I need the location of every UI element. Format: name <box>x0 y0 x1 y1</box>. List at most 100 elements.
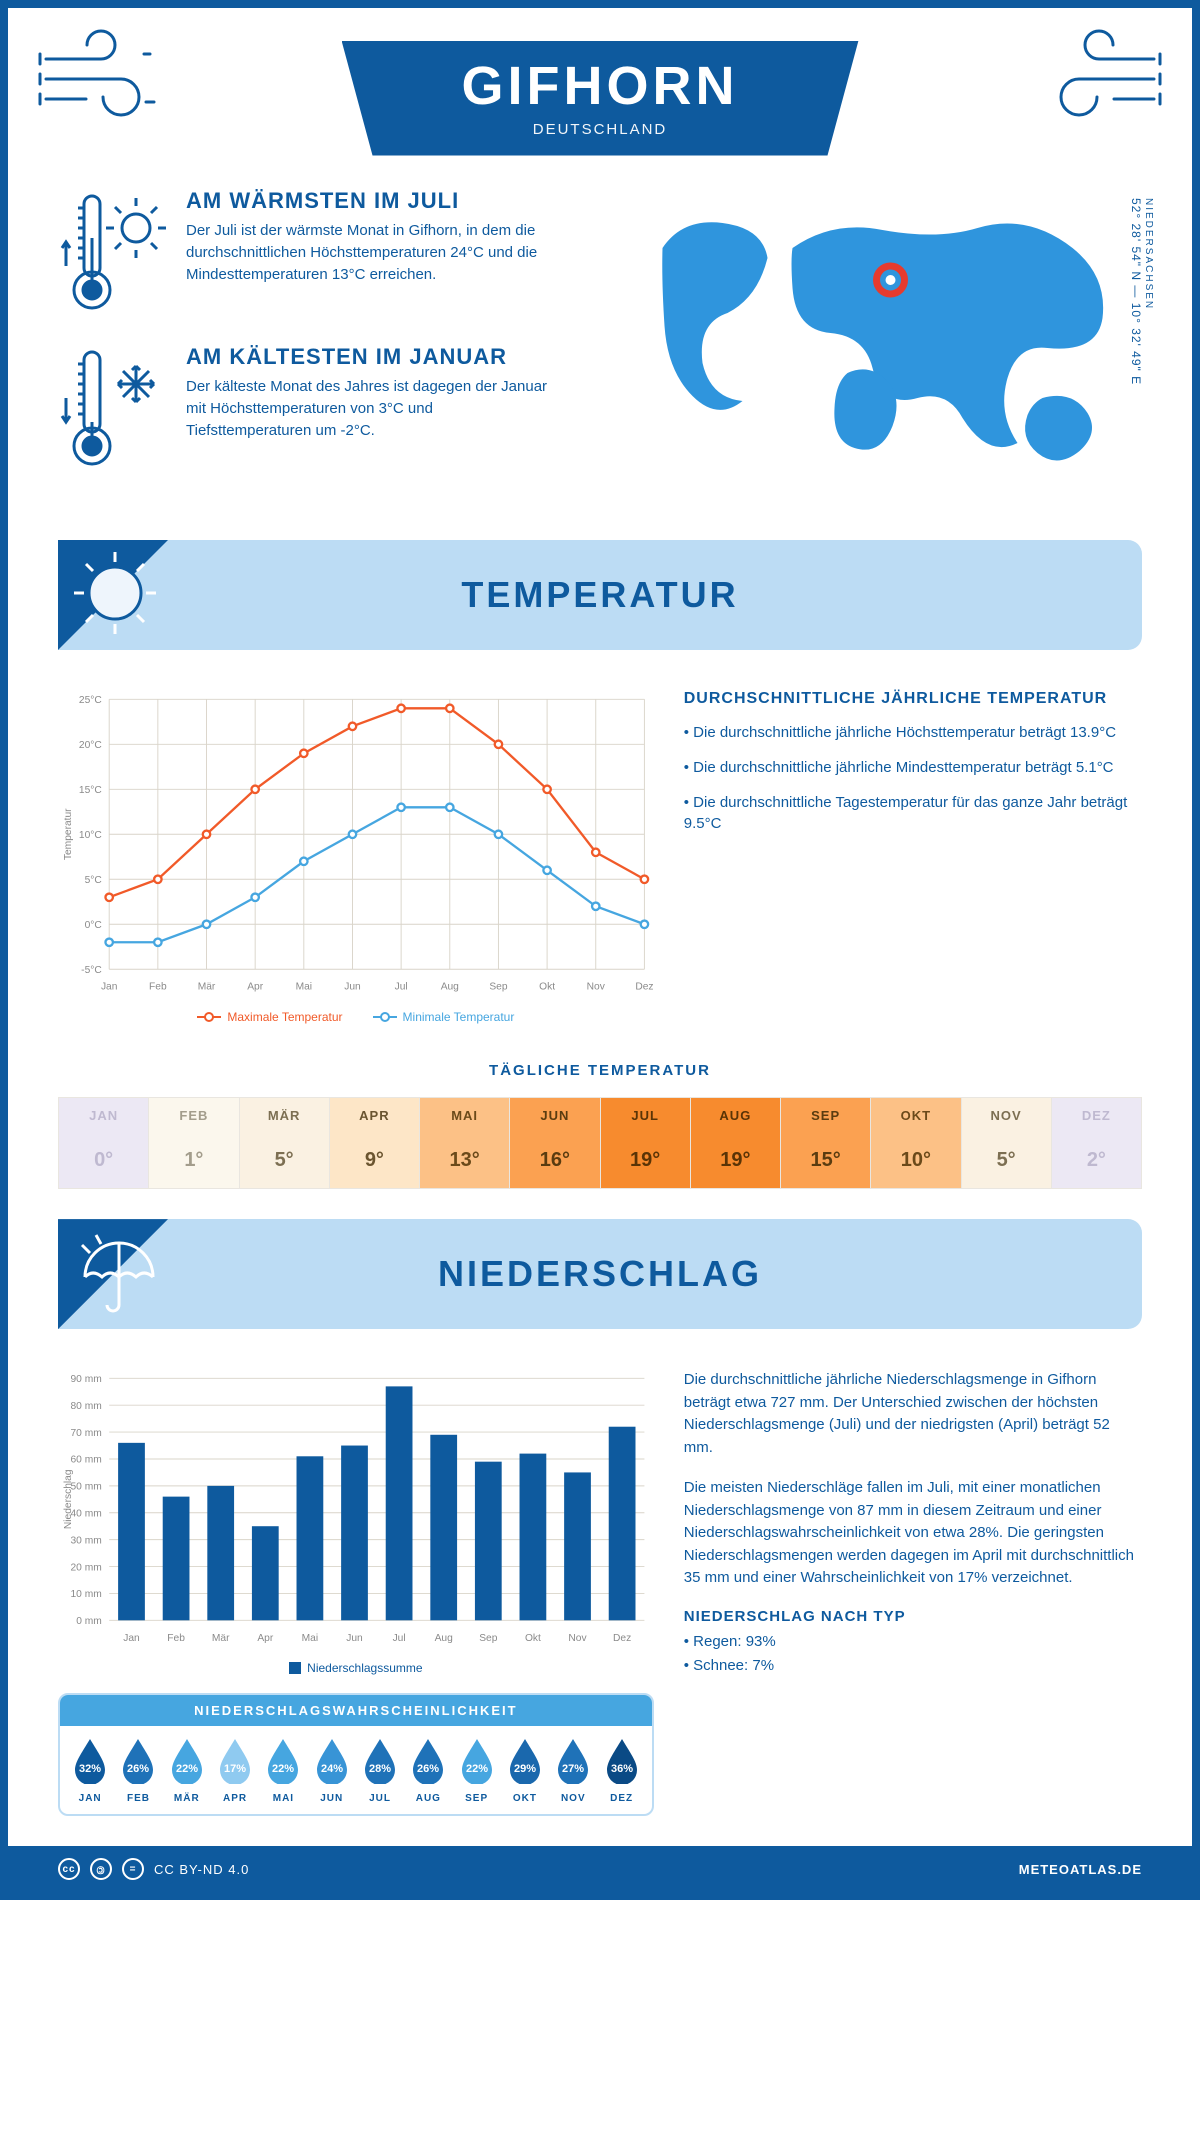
daily-col: JUN 16° <box>510 1097 600 1189</box>
precip-title: NIEDERSCHLAG <box>58 1253 1142 1295</box>
svg-text:30 mm: 30 mm <box>71 1536 102 1547</box>
svg-text:15°C: 15°C <box>79 785 102 796</box>
svg-text:Sep: Sep <box>489 982 507 993</box>
prob-cell: 32% JAN <box>66 1736 114 1804</box>
legend-min: Minimale Temperatur <box>403 1010 515 1024</box>
temperature-title: TEMPERATUR <box>58 574 1142 616</box>
svg-text:28%: 28% <box>369 1763 391 1775</box>
footer: cc 🄯 = CC BY-ND 4.0 METEOATLAS.DE <box>8 1846 1192 1892</box>
daily-col: OKT 10° <box>871 1097 961 1189</box>
svg-text:24%: 24% <box>321 1763 343 1775</box>
svg-text:Feb: Feb <box>167 1633 185 1644</box>
daily-col: MÄR 5° <box>240 1097 330 1189</box>
cc-nd-icon: = <box>122 1858 144 1880</box>
svg-text:Aug: Aug <box>435 1633 453 1644</box>
svg-text:Okt: Okt <box>539 982 555 993</box>
svg-text:80 mm: 80 mm <box>71 1401 102 1412</box>
cc-by-icon: 🄯 <box>90 1858 112 1880</box>
precip-type-rain: • Regen: 93% <box>684 1631 1142 1654</box>
region-label: NIEDERSACHSEN <box>1143 198 1154 472</box>
svg-text:29%: 29% <box>514 1763 536 1775</box>
warmest-title: AM WÄRMSTEN IM JULI <box>186 188 556 214</box>
coldest-info: AM KÄLTESTEN IM JANUAR Der kälteste Mona… <box>58 344 603 474</box>
prob-cell: 26% FEB <box>114 1736 162 1804</box>
svg-text:27%: 27% <box>562 1763 584 1775</box>
svg-text:10°C: 10°C <box>79 830 102 841</box>
svg-text:Nov: Nov <box>568 1633 587 1644</box>
svg-text:Mai: Mai <box>302 1633 318 1644</box>
site-label: METEOATLAS.DE <box>1019 1862 1142 1877</box>
temperature-line-chart: -5°C0°C5°C10°C15°C20°C25°CJanFebMärAprMa… <box>58 690 654 1024</box>
world-map-panel: NIEDERSACHSEN 52° 28' 54" N — 10° 32' 49… <box>623 188 1142 500</box>
prob-cell: 29% OKT <box>501 1736 549 1804</box>
daily-col: APR 9° <box>330 1097 420 1189</box>
svg-text:22%: 22% <box>176 1763 198 1775</box>
thermometer-snow-icon <box>58 344 168 474</box>
daily-col: DEZ 2° <box>1052 1097 1142 1189</box>
probability-title: NIEDERSCHLAGSWAHRSCHEINLICHKEIT <box>60 1695 652 1726</box>
svg-text:-5°C: -5°C <box>81 965 102 976</box>
svg-text:Temperatur: Temperatur <box>63 808 74 860</box>
svg-text:0 mm: 0 mm <box>76 1616 102 1627</box>
daily-col: JAN 0° <box>58 1097 149 1189</box>
umbrella-icon <box>70 1227 160 1317</box>
svg-text:Jun: Jun <box>346 1633 363 1644</box>
warmest-text: Der Juli ist der wärmste Monat in Gifhor… <box>186 220 556 285</box>
daily-temp-title: TÄGLICHE TEMPERATUR <box>8 1062 1192 1079</box>
legend-precip: Niederschlagssumme <box>307 1661 422 1675</box>
svg-text:Apr: Apr <box>247 982 263 993</box>
svg-text:Niederschlag: Niederschlag <box>63 1469 74 1529</box>
temp-summary-title: DURCHSCHNITTLICHE JÄHRLICHE TEMPERATUR <box>684 690 1142 708</box>
svg-text:17%: 17% <box>224 1763 246 1775</box>
warmest-info: AM WÄRMSTEN IM JULI Der Juli ist der wär… <box>58 188 603 318</box>
svg-text:70 mm: 70 mm <box>71 1428 102 1439</box>
svg-text:10 mm: 10 mm <box>71 1589 102 1600</box>
precip-text-1: Die durchschnittliche jährliche Niedersc… <box>684 1369 1142 1459</box>
svg-text:Aug: Aug <box>441 982 459 993</box>
svg-text:20°C: 20°C <box>79 740 102 751</box>
svg-text:36%: 36% <box>611 1763 633 1775</box>
coordinates-label: 52° 28' 54" N — 10° 32' 49" E <box>1129 198 1143 385</box>
prob-cell: 22% MÄR <box>163 1736 211 1804</box>
temp-summary-p1: • Die durchschnittliche jährliche Höchst… <box>684 722 1142 743</box>
precip-type-title: NIEDERSCHLAG NACH TYP <box>684 1608 1142 1625</box>
svg-text:Jun: Jun <box>344 982 361 993</box>
legend-max: Maximale Temperatur <box>227 1010 342 1024</box>
svg-text:Mär: Mär <box>198 982 216 993</box>
world-map-icon <box>623 188 1142 488</box>
wind-icon <box>36 24 166 134</box>
svg-text:Nov: Nov <box>587 982 606 993</box>
cc-icon: cc <box>58 1858 80 1880</box>
svg-text:20 mm: 20 mm <box>71 1562 102 1573</box>
daily-col: AUG 19° <box>691 1097 781 1189</box>
daily-col: FEB 1° <box>149 1097 239 1189</box>
daily-col: MAI 13° <box>420 1097 510 1189</box>
svg-text:Jul: Jul <box>395 982 408 993</box>
prob-cell: 26% AUG <box>404 1736 452 1804</box>
header: GIFHORN DEUTSCHLAND <box>8 8 1192 178</box>
svg-text:Mär: Mär <box>212 1633 230 1644</box>
svg-text:0°C: 0°C <box>85 920 102 931</box>
daily-col: SEP 15° <box>781 1097 871 1189</box>
precip-probability-box: NIEDERSCHLAGSWAHRSCHEINLICHKEIT 32% JAN … <box>58 1693 654 1816</box>
svg-text:Dez: Dez <box>613 1633 631 1644</box>
svg-text:32%: 32% <box>79 1763 101 1775</box>
temperature-section-banner: TEMPERATUR <box>58 540 1142 650</box>
svg-text:26%: 26% <box>127 1763 149 1775</box>
prob-cell: 27% NOV <box>549 1736 597 1804</box>
svg-text:50 mm: 50 mm <box>71 1482 102 1493</box>
prob-cell: 28% JUL <box>356 1736 404 1804</box>
thermometer-sun-icon <box>58 188 168 318</box>
city-title: GIFHORN <box>462 55 739 117</box>
prob-cell: 36% DEZ <box>597 1736 645 1804</box>
temp-summary-p3: • Die durchschnittliche Tagestemperatur … <box>684 792 1142 834</box>
svg-text:Dez: Dez <box>635 982 653 993</box>
svg-text:22%: 22% <box>272 1763 294 1775</box>
title-banner: GIFHORN DEUTSCHLAND <box>342 41 859 156</box>
svg-text:90 mm: 90 mm <box>71 1374 102 1385</box>
svg-text:Jan: Jan <box>123 1633 140 1644</box>
precip-text-2: Die meisten Niederschläge fallen im Juli… <box>684 1477 1142 1590</box>
precip-bar-chart: 0 mm10 mm20 mm30 mm40 mm50 mm60 mm70 mm8… <box>58 1369 654 1675</box>
daily-col: NOV 5° <box>962 1097 1052 1189</box>
precip-section-banner: NIEDERSCHLAG <box>58 1219 1142 1329</box>
